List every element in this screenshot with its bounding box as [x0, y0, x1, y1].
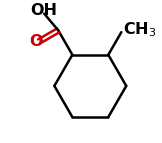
- Text: OH: OH: [30, 3, 57, 18]
- Text: O: O: [29, 34, 43, 49]
- Text: CH$_3$: CH$_3$: [123, 21, 156, 39]
